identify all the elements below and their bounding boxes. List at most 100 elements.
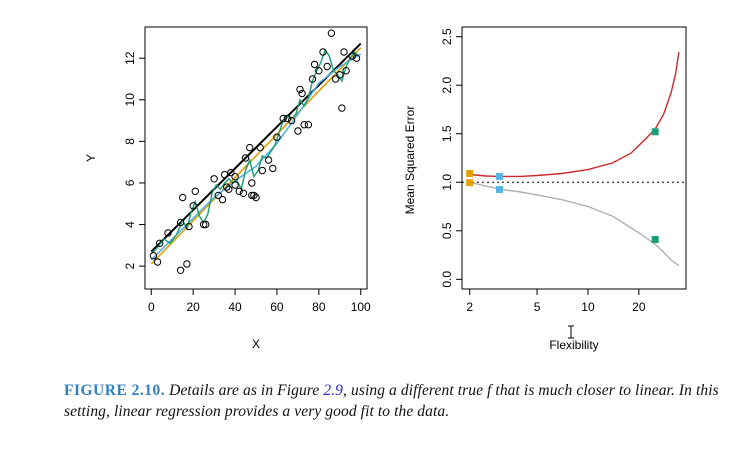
data-point xyxy=(250,191,258,200)
x-tick-label: 40 xyxy=(228,300,242,314)
right-plot-frame xyxy=(461,26,687,290)
y-tick-label: 1.5 xyxy=(440,125,454,142)
data-point xyxy=(231,173,239,181)
data-point xyxy=(258,166,266,175)
mse-marker xyxy=(496,172,503,180)
data-point xyxy=(149,252,158,260)
data-point xyxy=(156,239,164,248)
data-point xyxy=(235,187,243,196)
text-cursor-icon xyxy=(568,325,574,339)
data-point xyxy=(248,191,256,200)
y-tick-label: 2.0 xyxy=(440,77,454,94)
mse-curve-1 xyxy=(469,181,680,267)
x-tick-label: 2 xyxy=(466,300,473,314)
data-point xyxy=(327,29,336,37)
x-tick-label: 10 xyxy=(581,300,595,314)
data-point xyxy=(223,183,231,191)
data-point xyxy=(308,75,317,83)
left-y-axis: 2 4 6 8 10 12 xyxy=(123,51,146,269)
data-point xyxy=(176,266,185,274)
figure-caption: FIGURE 2.10. Details are as in Figure 2.… xyxy=(64,380,724,422)
y-tick-label: 2 xyxy=(123,262,137,269)
y-tick-label: 8 xyxy=(123,138,137,145)
right-mse-panel: 2 5 10 20 0.0 0.5 1.0 1.5 2.0 2.5 Flexibility Me… xyxy=(403,26,687,352)
data-point xyxy=(298,89,306,98)
data-point xyxy=(269,164,277,173)
data-point xyxy=(189,202,197,210)
data-point xyxy=(153,258,162,266)
data-point xyxy=(256,143,264,152)
data-point xyxy=(310,60,319,69)
caption-label: FIGURE 2.10. xyxy=(64,382,166,399)
right-markers xyxy=(466,128,659,243)
data-point xyxy=(264,156,273,164)
data-point xyxy=(287,116,296,125)
x-tick-label: 80 xyxy=(312,300,326,314)
data-point xyxy=(199,220,208,229)
left-y-axis-label: Y xyxy=(84,154,98,162)
data-point xyxy=(218,195,227,204)
x-tick-label: 20 xyxy=(186,300,200,314)
data-point xyxy=(273,133,281,141)
left-data-points xyxy=(149,29,361,274)
data-point xyxy=(191,187,200,196)
data-point xyxy=(342,67,350,75)
data-point xyxy=(202,220,210,229)
data-point xyxy=(164,229,172,237)
data-point xyxy=(336,71,344,79)
data-point xyxy=(279,114,287,123)
y-tick-label: 4 xyxy=(123,221,137,228)
y-tick-label: 10 xyxy=(123,93,137,107)
left-plot-frame xyxy=(144,26,368,290)
y-tick-label: 0.0 xyxy=(440,271,454,288)
data-point xyxy=(283,114,292,123)
data-point xyxy=(227,168,235,177)
right-curves xyxy=(469,52,680,267)
data-point xyxy=(214,191,223,200)
caption-figure-ref[interactable]: 2.9 xyxy=(323,382,344,399)
right-x-axis-label: Flexibility xyxy=(549,338,598,352)
fit-line-3 xyxy=(150,48,360,255)
data-point xyxy=(179,193,187,202)
data-point xyxy=(315,67,323,75)
data-point xyxy=(296,85,304,94)
data-point xyxy=(248,179,256,187)
y-tick-label: 12 xyxy=(123,51,137,65)
data-point xyxy=(246,143,254,152)
x-tick-label: 60 xyxy=(270,300,284,314)
data-point xyxy=(220,170,229,179)
data-point xyxy=(300,121,308,129)
data-point xyxy=(210,175,218,183)
data-point xyxy=(331,75,340,83)
data-point xyxy=(348,52,356,60)
mse-curve-0 xyxy=(469,52,680,178)
data-point xyxy=(304,121,313,129)
mse-marker xyxy=(496,186,503,193)
data-point xyxy=(176,218,185,227)
data-point xyxy=(252,193,260,202)
left-x-axis: 0 20 40 60 80 100 xyxy=(148,288,371,314)
left-scatter-panel: 0 20 40 60 80 100 2 4 6 8 10 12 X Y xyxy=(84,26,371,351)
data-point xyxy=(241,154,250,162)
y-tick-label: 1.0 xyxy=(440,174,454,191)
data-point xyxy=(352,54,361,62)
data-point xyxy=(239,189,248,198)
y-tick-label: 2.5 xyxy=(440,28,454,45)
data-point xyxy=(319,48,327,56)
caption-text-before: Details are as in Figure xyxy=(169,382,320,399)
data-point xyxy=(231,181,239,189)
y-tick-label: 0.5 xyxy=(440,222,454,239)
x-tick-label: 20 xyxy=(632,300,646,314)
mse-marker xyxy=(651,236,659,243)
left-x-axis-label: X xyxy=(252,337,260,351)
right-y-axis-label: Mean Squared Error xyxy=(403,106,417,215)
data-point xyxy=(185,222,193,231)
data-point xyxy=(183,260,191,268)
data-point xyxy=(225,185,233,193)
left-fit-lines xyxy=(150,42,362,265)
caption-text-after: , using a different true f that is much … xyxy=(64,382,719,420)
x-tick-label: 100 xyxy=(351,300,371,314)
y-tick-label: 6 xyxy=(123,179,137,186)
x-tick-label: 5 xyxy=(534,300,541,314)
